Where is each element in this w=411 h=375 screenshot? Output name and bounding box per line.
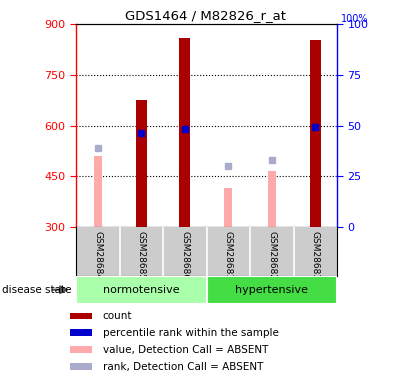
Text: GSM28683: GSM28683 (311, 231, 320, 280)
Text: GSM28686: GSM28686 (180, 231, 189, 280)
Text: value, Detection Call = ABSENT: value, Detection Call = ABSENT (103, 345, 268, 355)
Bar (268, 171, 276, 227)
Text: percentile rank within the sample: percentile rank within the sample (103, 328, 279, 338)
Bar (206, 276, 337, 304)
Bar (310, 40, 321, 227)
Text: 100%: 100% (341, 14, 369, 24)
Text: GSM28681: GSM28681 (224, 231, 233, 280)
Text: count: count (103, 311, 132, 321)
Text: GSM28682: GSM28682 (267, 231, 276, 280)
Bar (179, 38, 190, 227)
Bar (70, 363, 92, 370)
Bar (70, 346, 92, 353)
Text: normotensive: normotensive (103, 285, 180, 295)
Text: GSM28685: GSM28685 (137, 231, 146, 280)
Text: rank, Detection Call = ABSENT: rank, Detection Call = ABSENT (103, 362, 263, 372)
Bar (70, 330, 92, 336)
Bar (76, 276, 206, 304)
Text: GSM28684: GSM28684 (93, 231, 102, 280)
Bar (224, 188, 232, 227)
Bar (136, 100, 147, 227)
Bar (94, 156, 102, 227)
Bar (70, 313, 92, 320)
Text: hypertensive: hypertensive (235, 285, 308, 295)
Text: disease state: disease state (2, 285, 72, 295)
Text: GDS1464 / M82826_r_at: GDS1464 / M82826_r_at (125, 9, 286, 22)
